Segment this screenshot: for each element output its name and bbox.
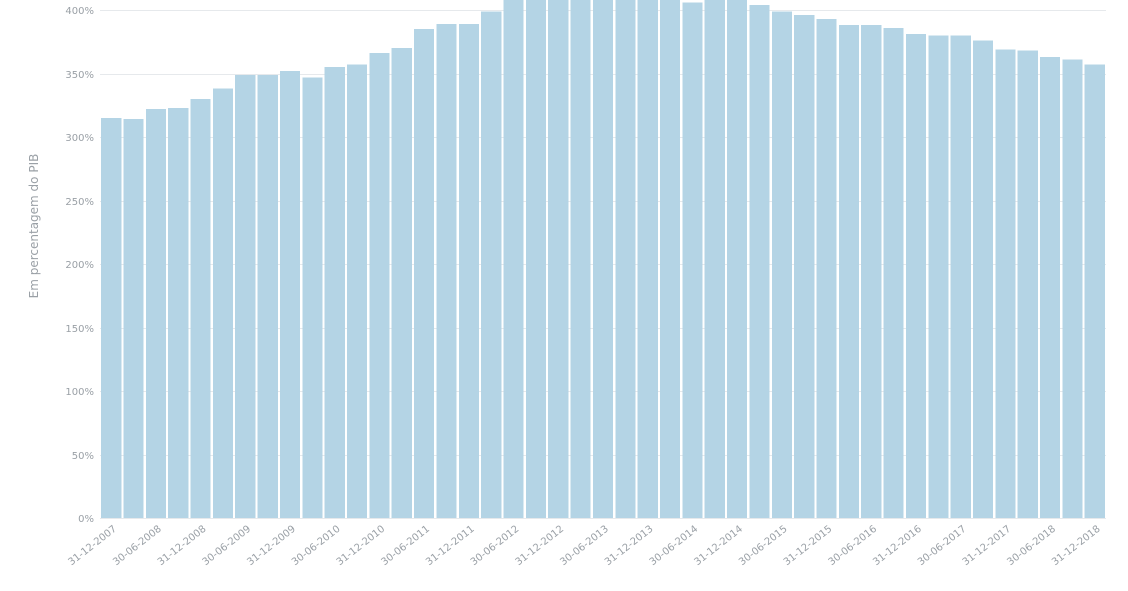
bar	[659, 0, 681, 518]
y-tick-label: 400%	[65, 6, 94, 17]
bar	[950, 35, 971, 519]
x-tick-label: 30-06-2015	[737, 524, 790, 568]
bar	[391, 48, 412, 518]
bar	[727, 0, 748, 518]
bar	[347, 64, 368, 519]
bars-layer	[101, 0, 1105, 519]
bar	[548, 0, 569, 518]
bar	[905, 34, 927, 518]
bar	[101, 117, 122, 518]
x-tick-label: 30-06-2017	[916, 524, 969, 568]
x-tick-label: 30-06-2010	[290, 524, 343, 568]
bar	[637, 0, 658, 518]
bar	[682, 2, 703, 518]
x-tick-label: 31-12-2012	[514, 524, 567, 568]
x-axis-ticks: 31-12-200730-06-200831-12-200830-06-2009…	[66, 524, 1102, 568]
bar	[816, 18, 837, 518]
bar	[302, 77, 323, 518]
bar	[324, 67, 345, 519]
bar	[414, 29, 435, 519]
bar	[1040, 56, 1061, 519]
bar	[458, 23, 479, 518]
y-axis-title: Em percentagem do PIB	[27, 154, 41, 299]
bar	[1062, 59, 1083, 518]
x-tick-label: 31-12-2008	[156, 524, 209, 568]
x-tick-label: 30-06-2011	[379, 524, 432, 568]
bar	[369, 53, 390, 519]
x-tick-label: 30-06-2014	[648, 524, 701, 568]
x-tick-label: 31-12-2016	[871, 524, 924, 568]
bar	[190, 98, 211, 519]
x-tick-label: 31-12-2018	[1050, 524, 1103, 568]
bar	[212, 88, 234, 519]
x-tick-label: 31-12-2014	[692, 524, 745, 568]
bar	[570, 0, 591, 518]
bar	[704, 0, 725, 518]
y-tick-label: 300%	[65, 133, 94, 144]
x-tick-label: 31-12-2015	[782, 524, 835, 568]
x-tick-label: 30-06-2013	[558, 524, 611, 568]
bar	[749, 4, 770, 519]
x-tick-label: 31-12-2017	[961, 524, 1014, 568]
bar	[615, 0, 636, 518]
bar	[1017, 50, 1038, 518]
bar	[279, 70, 301, 519]
y-tick-label: 50%	[72, 451, 94, 462]
x-tick-label: 30-06-2009	[201, 524, 254, 568]
bar	[883, 27, 904, 519]
x-tick-label: 31-12-2009	[245, 524, 298, 568]
bar	[235, 74, 256, 519]
bar	[436, 23, 457, 518]
y-tick-label: 250%	[65, 197, 94, 208]
bar	[861, 25, 882, 519]
x-tick-label: 31-12-2007	[66, 524, 119, 568]
x-tick-label: 31-12-2013	[603, 524, 656, 568]
bar	[123, 119, 144, 518]
y-tick-label: 100%	[65, 387, 94, 398]
bar	[525, 0, 547, 518]
y-tick-label: 0%	[78, 514, 94, 525]
x-tick-label: 31-12-2011	[424, 524, 477, 568]
bar	[838, 25, 859, 519]
bar	[481, 11, 502, 519]
x-tick-label: 30-06-2012	[469, 524, 522, 568]
bar	[257, 74, 278, 519]
bar	[145, 109, 166, 518]
y-tick-label: 200%	[65, 260, 94, 271]
bar	[972, 40, 994, 518]
x-tick-label: 31-12-2010	[335, 524, 388, 568]
x-tick-label: 30-06-2008	[111, 524, 164, 568]
y-tick-label: 350%	[65, 70, 94, 81]
bar	[592, 0, 614, 518]
bar	[995, 49, 1016, 519]
x-tick-label: 30-06-2018	[1005, 524, 1058, 568]
y-axis-ticks: 0% 50% 100% 150% 200% 250% 300% 350% 400%	[65, 6, 94, 525]
bar	[771, 11, 792, 519]
bar	[928, 35, 949, 519]
bar	[1084, 64, 1105, 519]
bar	[794, 15, 815, 519]
bar	[168, 107, 189, 518]
x-tick-label: 30-06-2016	[827, 524, 880, 568]
y-tick-label: 150%	[65, 324, 94, 335]
bar	[503, 0, 524, 518]
